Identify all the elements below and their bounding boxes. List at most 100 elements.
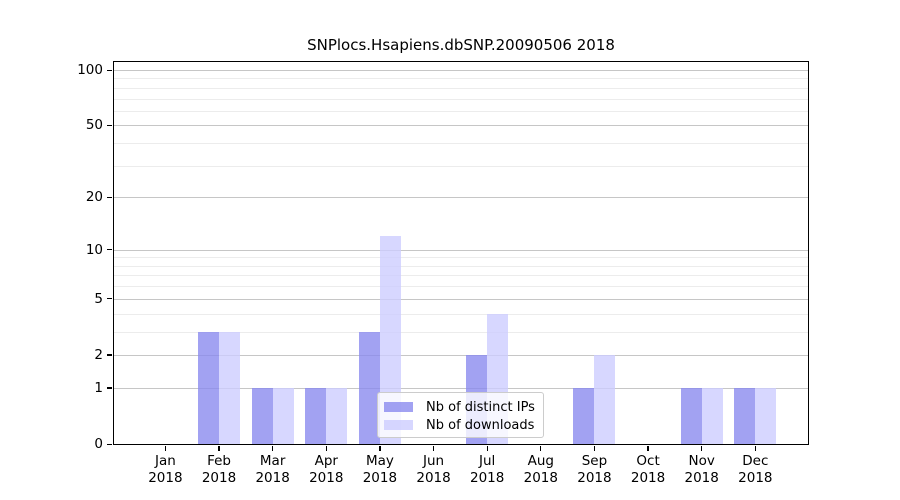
legend-swatch-distinct-ips-icon xyxy=(384,402,413,412)
x-axis-tick-label: Jan 2018 xyxy=(133,453,197,487)
bar-distinct-ips xyxy=(680,387,702,445)
gridline-major xyxy=(113,354,809,356)
x-axis-year-text: 2018 xyxy=(684,470,719,486)
gridline-major xyxy=(113,197,809,199)
gridline-major xyxy=(113,125,809,127)
bar-downloads xyxy=(594,354,616,445)
x-axis-tick-label: Apr 2018 xyxy=(294,453,358,487)
x-axis-year-text: 2018 xyxy=(201,470,237,486)
gridline-minor xyxy=(113,313,809,315)
y-axis-tick-label: 50 xyxy=(85,117,103,134)
bar-downloads xyxy=(326,387,348,445)
y-axis-tick xyxy=(107,124,112,127)
x-axis-year-text: 2018 xyxy=(309,470,344,486)
gridline-minor xyxy=(113,110,809,112)
y-axis-tick xyxy=(107,196,112,198)
x-axis-month-text: Jun xyxy=(423,453,445,469)
bar-distinct-ips xyxy=(305,387,327,445)
legend-item-downloads: Nb of downloads xyxy=(384,416,543,434)
x-axis-year-text: 2018 xyxy=(362,470,398,486)
x-axis-tick xyxy=(164,446,166,451)
gridline-minor xyxy=(113,143,809,145)
gridline-minor xyxy=(113,78,809,80)
chart-title: SNPlocs.Hsapiens.dbSNP.20090506 2018 xyxy=(307,36,615,54)
bar-distinct-ips xyxy=(573,387,595,445)
x-axis-tick xyxy=(486,446,488,451)
y-axis-tick-label: 2 xyxy=(94,346,103,363)
gridline-major xyxy=(113,70,809,71)
y-axis-tick xyxy=(107,387,112,389)
x-axis-tick-label: Feb 2018 xyxy=(187,453,251,487)
y-axis-tick xyxy=(107,354,112,356)
x-axis-year-text: 2018 xyxy=(416,470,451,486)
gridline-major xyxy=(113,249,809,251)
x-axis-year-text: 2018 xyxy=(738,470,773,486)
x-axis-tick xyxy=(540,446,542,451)
bar-distinct-ips xyxy=(358,331,380,445)
x-axis-tick xyxy=(647,446,649,451)
y-axis-tick-label: 0 xyxy=(94,436,103,452)
bar-distinct-ips xyxy=(734,387,756,445)
gridline-minor xyxy=(113,275,809,277)
x-axis-tick-label: Jul 2018 xyxy=(455,453,519,487)
x-axis-month-text: Jan xyxy=(154,453,176,469)
legend-label-downloads: Nb of downloads xyxy=(426,417,535,433)
legend: Nb of distinct IPs Nb of downloads xyxy=(377,392,544,438)
y-axis-tick xyxy=(107,249,112,251)
y-axis-tick-label: 10 xyxy=(85,241,103,258)
y-axis-tick-label: 5 xyxy=(94,290,103,307)
bar-distinct-ips xyxy=(198,331,220,445)
x-axis-year-text: 2018 xyxy=(469,470,505,486)
x-axis-month-text: May xyxy=(365,453,394,469)
legend-item-distinct-ips: Nb of distinct IPs xyxy=(384,398,543,416)
gridline-minor xyxy=(113,331,809,333)
x-axis-month-text: Sep xyxy=(581,453,608,469)
x-axis-month-text: Apr xyxy=(314,453,338,469)
y-axis-tick xyxy=(107,298,112,300)
bar-downloads xyxy=(701,387,723,445)
x-axis-tick xyxy=(701,446,703,451)
bar-downloads xyxy=(219,331,241,445)
x-axis-year-text: 2018 xyxy=(148,470,183,486)
x-axis-tick xyxy=(325,446,327,451)
x-axis-tick-label: Jun 2018 xyxy=(402,453,466,487)
x-axis-month-text: Feb xyxy=(207,453,231,469)
x-axis-tick-label: May 2018 xyxy=(348,453,412,487)
x-axis-month-text: Aug xyxy=(527,453,554,469)
gridline-minor xyxy=(113,98,809,100)
bar-distinct-ips xyxy=(251,387,273,445)
x-axis-month-text: Dec xyxy=(742,453,769,469)
y-axis-tick-label: 1 xyxy=(94,379,103,396)
y-axis-tick xyxy=(107,443,112,445)
x-axis-tick xyxy=(432,446,435,451)
plot-area: 0 1 2 5 10 20 50 100 Jan 2018 Feb 2018 Mar 2018 Apr 201… xyxy=(77,61,809,486)
x-axis-tick xyxy=(379,446,381,451)
y-axis-tick-label: 100 xyxy=(77,62,103,78)
gridline-minor xyxy=(113,165,809,167)
x-axis-month-text: Jul xyxy=(479,453,496,469)
legend-label-distinct-ips: Nb of distinct IPs xyxy=(426,399,535,415)
x-axis-tick-label: Dec 2018 xyxy=(723,453,787,487)
gridline-minor xyxy=(113,265,809,267)
gridline-minor xyxy=(113,257,809,259)
x-axis-tick-label: Nov 2018 xyxy=(670,453,734,487)
x-axis-tick-label: Aug 2018 xyxy=(509,453,573,487)
x-axis-year-text: 2018 xyxy=(577,470,612,486)
x-axis-tick-label: Oct 2018 xyxy=(616,453,680,487)
x-axis-tick-label: Sep 2018 xyxy=(562,453,626,487)
gridline-minor xyxy=(113,286,809,288)
x-axis-month-text: Mar xyxy=(259,453,286,469)
x-axis-tick-label: Mar 2018 xyxy=(241,453,305,487)
x-axis-year-text: 2018 xyxy=(630,470,666,486)
gridline-major xyxy=(113,298,809,300)
x-axis-tick xyxy=(218,446,220,451)
x-axis-tick xyxy=(593,446,596,451)
y-axis-tick xyxy=(107,69,112,71)
bar-downloads xyxy=(755,387,777,445)
x-axis-year-text: 2018 xyxy=(255,470,290,486)
x-axis-tick xyxy=(272,446,274,451)
gridline-major xyxy=(113,387,809,389)
y-axis-tick-label: 20 xyxy=(85,189,103,206)
x-axis-month-text: Oct xyxy=(636,453,660,469)
